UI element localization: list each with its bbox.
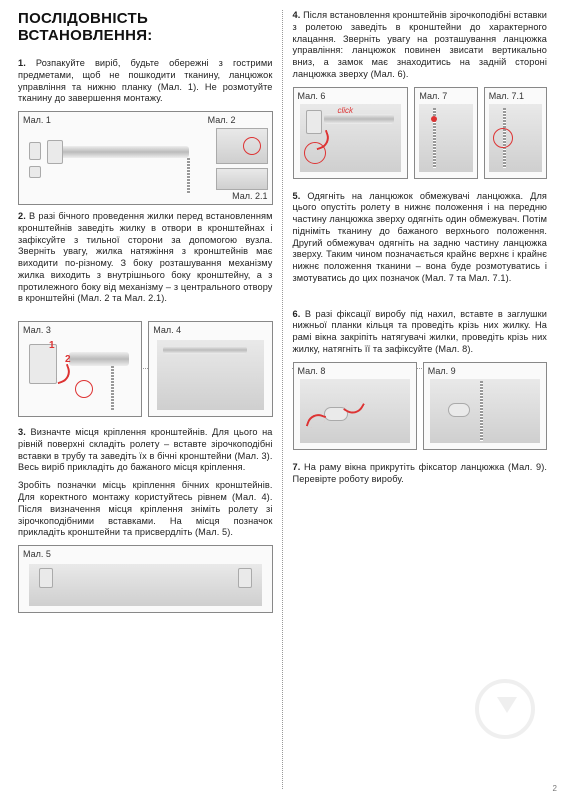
spacer-right — [293, 291, 548, 309]
step-4-text: Після встановлення кронштейнів зірочкопо… — [293, 10, 548, 79]
step-7-text: На раму вікна прикрутіть фіксатор ланцюж… — [293, 462, 548, 484]
figure-7-1: Мал. 7.1 — [484, 87, 547, 179]
inset-2-1-illustration — [216, 168, 268, 190]
left-column: ПОСЛІДОВНІСТЬ ВСТАНОВЛЕННЯ: 1. Розпакуйт… — [18, 10, 283, 789]
step-1: 1. Розпакуйте виріб, будьте обережні з г… — [18, 58, 273, 105]
fig-label-3: Мал. 3 — [23, 325, 51, 335]
bracket-piece-2-illustration — [29, 166, 41, 178]
step-4-num: 4. — [293, 10, 301, 20]
step-2: 2. В разі бічного проведення жилки перед… — [18, 211, 273, 305]
roller-tube-illustration — [59, 146, 189, 158]
step-1-text: Розпакуйте виріб, будьте обережні з гост… — [18, 58, 273, 103]
step-7: 7. На раму вікна прикрутіть фіксатор лан… — [293, 462, 548, 486]
limiter-dot-icon — [431, 116, 437, 122]
step-3-num: 3. — [18, 427, 26, 437]
step-4: 4. Після встановлення кронштейнів зірочк… — [293, 10, 548, 81]
step-7-num: 7. — [293, 462, 301, 472]
tube-6-illustration — [324, 114, 394, 124]
right-column: 4. Після встановлення кронштейнів зірочк… — [283, 10, 548, 789]
fig-label-6: Мал. 6 — [298, 91, 326, 101]
bracket-5l-illustration — [39, 568, 53, 588]
window-7-illustration — [419, 104, 472, 172]
inset-2-illustration — [216, 128, 268, 164]
step-5-num: 5. — [293, 191, 301, 201]
num-2-icon: 2 — [65, 354, 71, 365]
fig-label-8: Мал. 8 — [298, 366, 326, 376]
step-3b-text: Зробіть позначки місць кріплення бічних … — [18, 480, 273, 537]
step-1-num: 1. — [18, 58, 26, 68]
figure-3: Мал. 3 2 1 — [18, 321, 142, 417]
step-3: 3. Визначте місця кріплення кронштейнів.… — [18, 427, 273, 474]
click-label: click — [338, 106, 354, 115]
fig-label-4: Мал. 4 — [153, 325, 181, 335]
num-1-icon: 1 — [49, 340, 55, 351]
chain-9-illustration — [480, 381, 483, 441]
chain-3-illustration — [111, 366, 114, 410]
step-6-text: В разі фіксації виробу під нахил, вставт… — [293, 309, 548, 354]
red-circle-7-1-icon — [493, 128, 513, 148]
red-circle-6-icon — [304, 142, 326, 164]
step-2-num: 2. — [18, 211, 26, 221]
window-9-illustration — [430, 379, 540, 443]
figure-6: Мал. 6 click — [293, 87, 409, 179]
fixator-9-illustration — [448, 403, 470, 417]
figure-5: Мал. 5 — [18, 545, 273, 613]
fig-label-2: Мал. 2 — [208, 115, 236, 125]
fig-label-5: Мал. 5 — [23, 549, 51, 559]
step-3-text: Визначте місця кріплення кронштейнів. Дл… — [18, 427, 273, 472]
frame-5-illustration — [29, 564, 262, 606]
figure-8-9-row: Мал. 8 Мал. 9 — [293, 362, 548, 456]
fig-label-2-1: Мал. 2.1 — [232, 191, 267, 201]
fig-label-9: Мал. 9 — [428, 366, 456, 376]
figure-7: Мал. 7 — [414, 87, 477, 179]
figure-8: Мал. 8 — [293, 362, 417, 450]
spacer — [18, 311, 273, 321]
fig-label-7-1: Мал. 7.1 — [489, 91, 524, 101]
tube-4-illustration — [163, 346, 247, 354]
figure-3-4-row: Мал. 3 2 1 Мал. 4 — [18, 321, 273, 423]
step-6: 6. В разі фіксації виробу під нахил, вст… — [293, 309, 548, 356]
step-5: 5. Одягніть на ланцюжок обмежувачі ланцю… — [293, 191, 548, 285]
step-6-num: 6. — [293, 309, 301, 319]
red-circle-3-icon — [75, 380, 93, 398]
chain-illustration — [187, 158, 190, 194]
figure-6-7-row: Мал. 6 click Мал. 7 Мал. 7.1 — [293, 87, 548, 185]
step-2-text: В разі бічного проведення жилки перед вс… — [18, 211, 273, 303]
figure-4: Мал. 4 — [148, 321, 272, 417]
bracket-5r-illustration — [238, 568, 252, 588]
watermark-icon — [475, 679, 535, 739]
page-number: 2 — [553, 784, 557, 793]
bracket-illustration — [47, 140, 63, 164]
fig-label-7: Мал. 7 — [419, 91, 447, 101]
bracket-piece-illustration — [29, 142, 41, 160]
step-5-text: Одягніть на ланцюжок обмежувачі ланцюжка… — [293, 191, 548, 283]
step-3b: Зробіть позначки місць кріплення бічних … — [18, 480, 273, 539]
tube-3-illustration — [69, 352, 129, 366]
page-title: ПОСЛІДОВНІСТЬ ВСТАНОВЛЕННЯ: — [18, 10, 273, 44]
bracket-6-illustration — [306, 110, 322, 134]
figure-1-2: Мал. 1 Мал. 2 Мал. 2.1 — [18, 111, 273, 205]
fig-label-1: Мал. 1 — [23, 115, 51, 125]
vertical-divider — [282, 10, 283, 789]
figure-9: Мал. 9 — [423, 362, 547, 450]
red-circle-icon — [243, 137, 261, 155]
instruction-page: ПОСЛІДОВНІСТЬ ВСТАНОВЛЕННЯ: 1. Розпакуйт… — [0, 0, 565, 799]
